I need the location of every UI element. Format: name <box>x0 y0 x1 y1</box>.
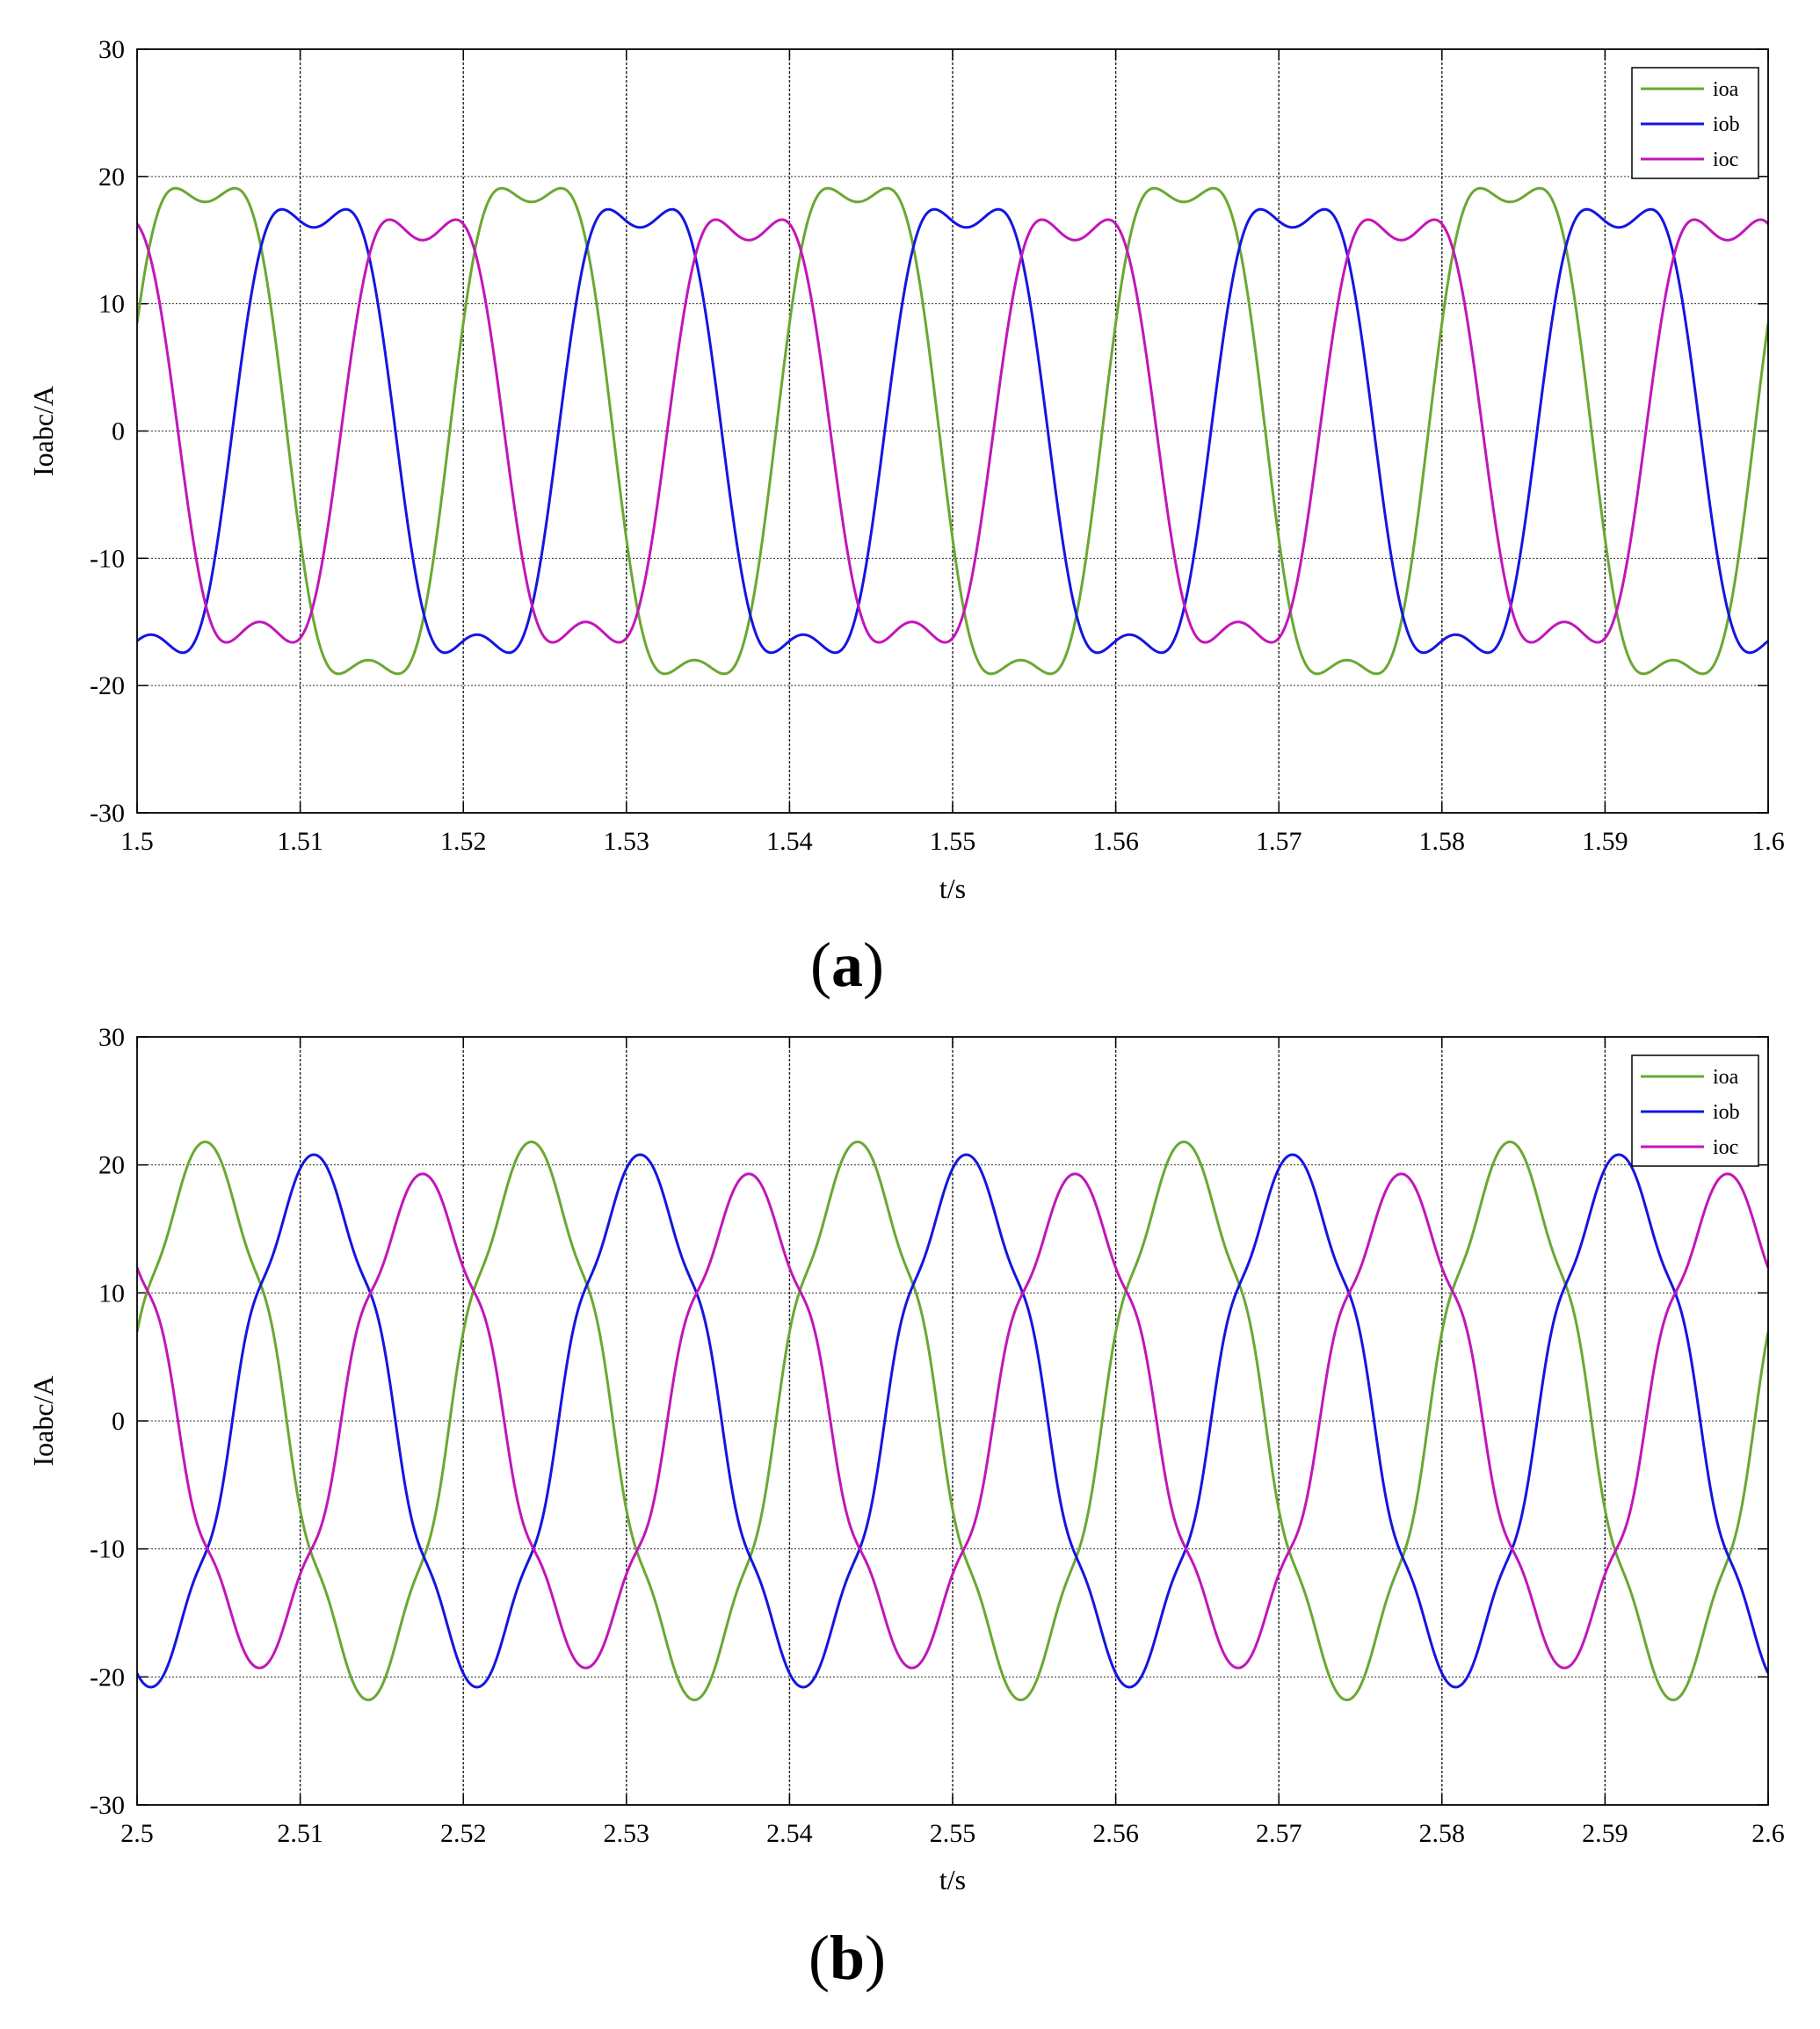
y-tick-label: 30 <box>98 35 125 64</box>
legend: ioa iob ioc <box>1631 1054 1759 1167</box>
series-line-ioa <box>137 1140 1768 1702</box>
y-tick-label: 20 <box>98 163 125 192</box>
legend-label-iob: iob <box>1713 113 1740 136</box>
x-tick-label: 2.53 <box>604 1819 650 1848</box>
legend: ioa iob ioc <box>1631 67 1759 179</box>
y-tick-label: 0 <box>112 417 125 446</box>
x-tick-label: 2.57 <box>1256 1819 1302 1848</box>
legend-label-ioc: ioc <box>1713 149 1738 171</box>
y-tick-label: -10 <box>90 544 125 573</box>
x-tick-label: 1.5 <box>120 827 154 856</box>
legend-label-ioc: ioc <box>1713 1136 1738 1159</box>
x-tick-label: 2.6 <box>1751 1819 1785 1848</box>
x-tick-label: 2.56 <box>1092 1819 1139 1848</box>
chart-panel-b: 2.5 2.51 2.52 2.53 2.54 2.55 2.56 2.57 2.58 2.59 2… <box>27 1023 1785 1993</box>
y-tick-label: 10 <box>98 290 125 319</box>
y-axis-title: Ioabc/A <box>27 1375 59 1466</box>
x-tick-label: 1.6 <box>1751 827 1785 856</box>
x-tick-label: 1.56 <box>1092 827 1139 856</box>
x-tick-label: 1.52 <box>440 827 487 856</box>
series-line-ioc <box>137 218 1768 644</box>
x-tick-label: 2.58 <box>1419 1819 1466 1848</box>
x-tick-label: 2.54 <box>766 1819 813 1848</box>
panel-label: (a) <box>810 930 884 1000</box>
x-tick-label: 1.51 <box>277 827 323 856</box>
y-tick-label: 20 <box>98 1151 125 1180</box>
panel-label: (b) <box>808 1923 886 1993</box>
chart-panel-a: 1.5 1.51 1.52 1.53 1.54 1.55 1.56 1.57 1.58 1.59 1… <box>27 35 1785 1000</box>
x-tick-label: 1.59 <box>1582 827 1628 856</box>
x-tick-label: 1.57 <box>1256 827 1302 856</box>
x-tick-label: 2.51 <box>277 1819 323 1848</box>
legend-label-ioa: ioa <box>1713 1066 1739 1089</box>
series-line-ioc <box>137 1172 1768 1670</box>
y-tick-label: -10 <box>90 1535 125 1564</box>
y-tick-label: -30 <box>90 1791 125 1820</box>
plot-frame <box>136 48 1769 814</box>
x-axis-title: t/s <box>939 873 966 904</box>
series-line-ioa <box>137 186 1768 676</box>
y-tick-label: -20 <box>90 1663 125 1692</box>
x-tick-label: 2.55 <box>930 1819 976 1848</box>
y-tick-label: 0 <box>112 1407 125 1436</box>
x-tick-label: 1.54 <box>766 827 813 856</box>
x-tick-label: 2.59 <box>1582 1819 1628 1848</box>
y-tick-label: 30 <box>98 1023 125 1052</box>
legend-label-ioa: ioa <box>1713 78 1739 101</box>
y-tick-label: -20 <box>90 671 125 700</box>
y-axis-title: Ioabc/A <box>27 386 59 476</box>
x-tick-label: 2.5 <box>120 1819 154 1848</box>
y-tick-label: -30 <box>90 799 125 828</box>
x-tick-label: 2.52 <box>440 1819 487 1848</box>
series-line-iob <box>137 207 1768 655</box>
x-axis-title: t/s <box>939 1864 966 1895</box>
plot-frame <box>136 1036 1769 1806</box>
x-tick-label: 1.55 <box>930 827 976 856</box>
x-tick-label: 1.58 <box>1419 827 1466 856</box>
x-tick-label: 1.53 <box>604 827 650 856</box>
y-tick-label: 10 <box>98 1279 125 1308</box>
legend-label-iob: iob <box>1713 1101 1740 1124</box>
series-line-iob <box>137 1153 1768 1689</box>
